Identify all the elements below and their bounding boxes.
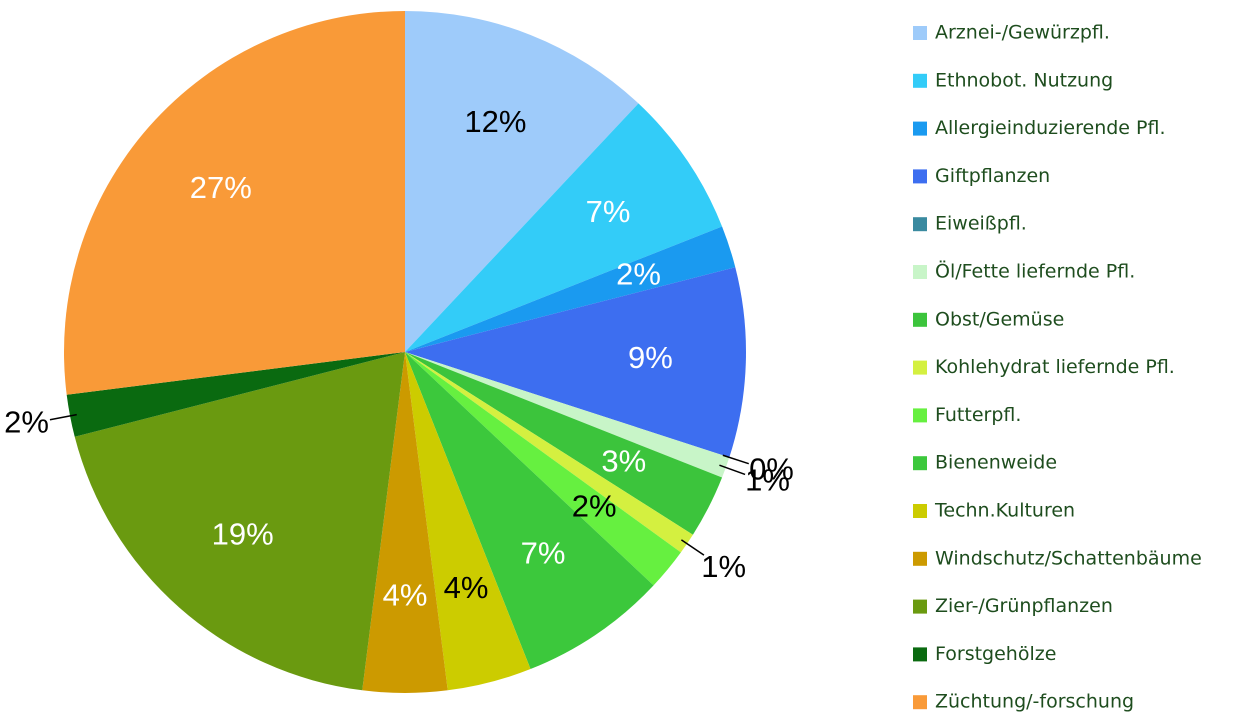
data-label: 3% [601, 444, 646, 479]
legend-swatch [913, 169, 927, 184]
legend-swatch [913, 551, 927, 566]
pie-slice [405, 11, 639, 352]
legend-swatch [913, 312, 927, 327]
data-label: 7% [521, 535, 566, 570]
legend-label: Bienenweide [935, 452, 1057, 474]
pie-slice [405, 352, 654, 670]
legend-label: Eiweißpfl. [935, 213, 1027, 235]
legend-swatch [913, 695, 927, 710]
legend-label: Züchtung/-forschung [935, 691, 1134, 713]
data-label: 0% [749, 451, 794, 486]
pie-slice [66, 352, 405, 437]
data-label: 1% [745, 463, 790, 498]
pie-slice [405, 352, 730, 478]
data-label: 4% [444, 570, 489, 605]
leader-line [680, 539, 705, 556]
legend-label: Windschutz/Schattenbäume [935, 547, 1202, 569]
data-label: 9% [628, 340, 673, 375]
data-label: 2% [4, 404, 49, 439]
legend-label: Techn.Kulturen [934, 500, 1075, 522]
pie-slice [405, 352, 531, 691]
legend-label: Ethnobot. Nutzung [935, 69, 1113, 91]
data-label: 19% [212, 516, 274, 551]
leader-line [719, 464, 746, 476]
legend-label: Obst/Gemüse [935, 308, 1064, 330]
legend-label: Forstgehölze [935, 643, 1056, 665]
legend-swatch [913, 217, 927, 232]
data-label: 2% [572, 489, 617, 524]
legend-swatch [913, 408, 927, 423]
leader-line [722, 454, 750, 465]
legend-swatch [913, 360, 927, 375]
legend-label: Zier-/Grünpflanzen [935, 595, 1113, 617]
pie-slice [405, 352, 681, 586]
legend-swatch [913, 73, 927, 88]
data-label: 2% [616, 256, 661, 291]
legend-label: Arznei-/Gewürzpfl. [935, 22, 1110, 44]
data-label: 1% [701, 549, 746, 584]
legend-swatch [913, 647, 927, 662]
pie-slice [74, 352, 406, 691]
data-label: 12% [464, 104, 526, 139]
leader-line [49, 413, 77, 421]
pie-slice [405, 103, 723, 353]
legend-swatch [913, 599, 927, 614]
legend-label: Giftpflanzen [935, 165, 1050, 187]
pie-slice [405, 352, 693, 553]
legend-swatch [913, 265, 927, 279]
legend-swatch [913, 26, 927, 40]
legend-label: Futterpfl. [935, 404, 1021, 426]
legend-label: Kohlehydrat liefernde Pfl. [935, 356, 1175, 378]
data-label: 7% [586, 194, 631, 229]
legend-label: Öl/Fette liefernde Pfl. [935, 260, 1135, 283]
pie-slice [405, 267, 746, 458]
pie-slice [63, 11, 405, 395]
legend-swatch [913, 504, 927, 518]
pie-slice [405, 226, 736, 352]
legend-label: Allergieinduzierende Pfl. [935, 117, 1166, 139]
legend-swatch [913, 121, 927, 136]
data-label: 27% [190, 170, 252, 205]
pie-slice [405, 352, 723, 535]
pie-slice [362, 352, 448, 694]
legend-swatch [913, 456, 927, 471]
data-label: 4% [383, 578, 428, 613]
